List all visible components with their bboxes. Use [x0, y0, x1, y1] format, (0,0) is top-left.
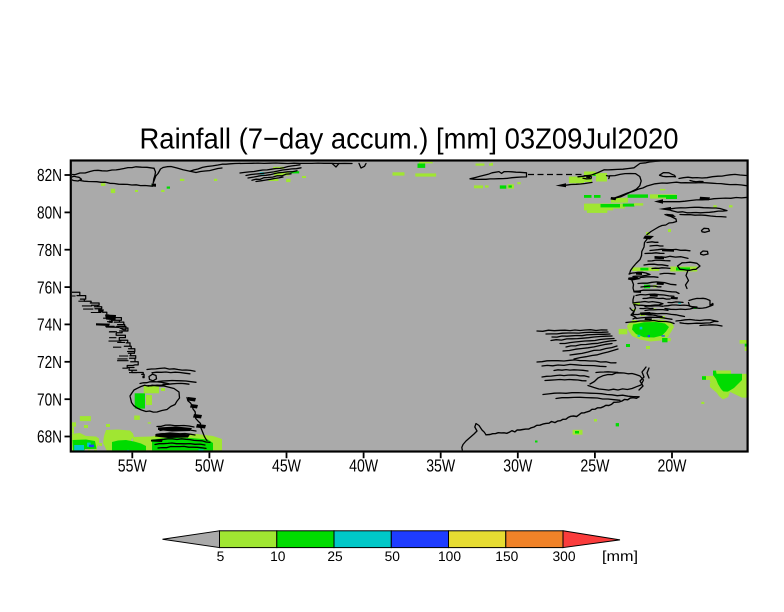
svg-text:25W: 25W [580, 456, 609, 476]
svg-text:30W: 30W [503, 456, 532, 476]
svg-text:76N: 76N [37, 277, 62, 297]
svg-text:50: 50 [385, 549, 401, 564]
svg-text:10: 10 [270, 549, 286, 564]
svg-text:150: 150 [495, 549, 518, 564]
svg-text:Rainfall (7−day accum.) [mm] 0: Rainfall (7−day accum.) [mm] 03Z09Jul202… [140, 123, 679, 155]
svg-text:25: 25 [327, 549, 343, 564]
svg-text:100: 100 [438, 549, 461, 564]
svg-text:68N: 68N [37, 427, 62, 447]
svg-text:80N: 80N [37, 203, 62, 223]
svg-text:[mm]: [mm] [602, 549, 638, 565]
svg-text:35W: 35W [426, 456, 455, 476]
svg-text:70N: 70N [37, 389, 62, 409]
svg-text:55W: 55W [118, 456, 147, 476]
svg-text:82N: 82N [37, 165, 62, 185]
svg-text:20W: 20W [658, 456, 687, 476]
svg-text:78N: 78N [37, 240, 62, 260]
svg-text:74N: 74N [37, 315, 62, 335]
svg-text:50W: 50W [195, 456, 224, 476]
svg-text:300: 300 [552, 549, 575, 564]
svg-text:5: 5 [217, 549, 225, 564]
svg-text:40W: 40W [349, 456, 378, 476]
svg-text:45W: 45W [272, 456, 301, 476]
svg-text:72N: 72N [37, 352, 62, 372]
